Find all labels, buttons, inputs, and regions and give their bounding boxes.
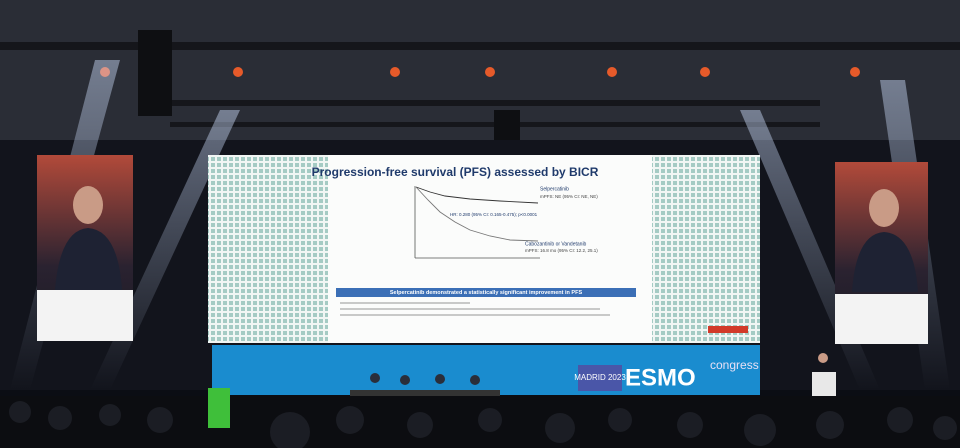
- panel-table: [350, 390, 500, 396]
- side-screen-footer: [835, 294, 928, 344]
- slide-pattern: [208, 155, 328, 343]
- speaker-body: [852, 232, 918, 292]
- conclusion-bar: [336, 288, 636, 297]
- banner-suffix: congress: [710, 358, 759, 372]
- truss: [170, 100, 820, 106]
- banner-event: MADRID 2023: [574, 373, 626, 382]
- side-screen-footer: [37, 290, 133, 341]
- legend-name: Cabozantinib or Vandetanib: [525, 241, 587, 247]
- speaker-stack: [138, 30, 172, 116]
- slide-bullets: [340, 302, 610, 316]
- legend-stat: mPFS: 16.8 mo (95% CI: 12.2, 25.1): [525, 248, 598, 253]
- panelists: [370, 373, 480, 385]
- speaker: [818, 353, 828, 363]
- slide-logo: [708, 326, 748, 333]
- staff-vest: [208, 388, 230, 428]
- slide-pattern: [652, 155, 760, 343]
- km-curve: [415, 186, 539, 242]
- speaker-face: [73, 186, 103, 224]
- km-curve: [415, 186, 539, 204]
- speaker-face: [869, 189, 899, 227]
- slide-title: Progression-free survival (PFS) assessed…: [312, 165, 599, 179]
- stage-banner: [212, 345, 760, 395]
- legend-name: Selpercatinib: [540, 186, 569, 192]
- truss: [0, 42, 960, 50]
- banner-box: [578, 365, 622, 391]
- legend-stat: mPFS: NE (95% CI: NE, NE): [540, 194, 598, 199]
- hazard-ratio: HR: 0.280 (95% CI: 0.165-0.475); p<0.000…: [450, 212, 538, 217]
- audience-heads: [9, 401, 957, 448]
- speaker-body: [55, 228, 122, 290]
- conclusion: Selpercatinib demonstrated a statistical…: [390, 290, 583, 296]
- banner-brand: ESMO: [625, 364, 696, 391]
